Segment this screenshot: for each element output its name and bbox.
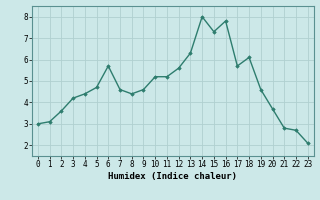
X-axis label: Humidex (Indice chaleur): Humidex (Indice chaleur) [108, 172, 237, 181]
